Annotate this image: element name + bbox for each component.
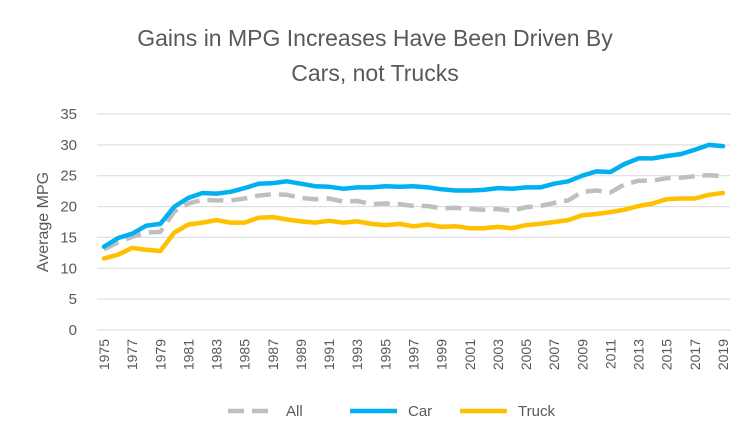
y-tick-label: 15 — [60, 229, 77, 246]
y-tick-label: 25 — [60, 168, 77, 185]
x-tick-label: 1989 — [293, 339, 309, 370]
x-tick-label: 1987 — [265, 339, 281, 370]
y-axis-tick-labels: 0 5 10 15 20 25 30 35 — [60, 106, 77, 339]
x-tick-label: 2015 — [659, 339, 675, 370]
y-axis-label: Average MPG — [35, 172, 52, 272]
x-tick-label: 1983 — [209, 339, 225, 370]
y-tick-label: 20 — [60, 199, 77, 216]
chart-title-line-2: Cars, not Trucks — [291, 60, 458, 86]
x-tick-label: 2019 — [715, 339, 731, 370]
x-tick-label: 2001 — [462, 339, 478, 370]
x-tick-label: 1977 — [124, 339, 140, 370]
legend-label-car: Car — [408, 403, 432, 420]
x-tick-label: 1985 — [237, 339, 253, 370]
x-tick-label: 1993 — [349, 339, 365, 370]
x-tick-label: 1995 — [377, 339, 393, 370]
legend: All Car Truck — [228, 403, 555, 420]
legend-label-all: All — [286, 403, 303, 420]
x-tick-label: 2011 — [602, 339, 618, 369]
y-tick-label: 5 — [69, 291, 77, 308]
x-tick-label: 2003 — [490, 339, 506, 370]
x-tick-label: 2009 — [574, 339, 590, 370]
series-line-truck — [101, 190, 726, 261]
y-tick-label: 30 — [60, 137, 77, 154]
x-tick-label: 1997 — [406, 339, 422, 370]
x-axis-tick-labels: 1975 1977 1979 1981 1983 1985 1987 1989 1991 1993… — [96, 339, 731, 370]
series-lines — [101, 142, 726, 261]
y-tick-label: 35 — [60, 106, 77, 123]
y-tick-label: 10 — [60, 260, 77, 277]
x-tick-label: 2007 — [546, 339, 562, 370]
series-line-car — [101, 142, 726, 249]
x-tick-label: 2013 — [631, 339, 647, 370]
legend-label-truck: Truck — [518, 403, 555, 420]
x-tick-label: 2017 — [687, 339, 703, 370]
chart-title: Gains in MPG Increases Have Been Driven … — [137, 25, 613, 86]
x-tick-label: 2005 — [518, 339, 534, 370]
x-tick-label: 1979 — [152, 339, 168, 370]
chart-title-line-1: Gains in MPG Increases Have Been Driven … — [137, 25, 613, 51]
x-tick-label: 1999 — [434, 339, 450, 370]
x-tick-label: 1975 — [96, 339, 112, 370]
x-tick-label: 1991 — [321, 339, 337, 370]
series-line-all — [103, 172, 724, 252]
x-tick-label: 1981 — [180, 339, 196, 370]
y-tick-label: 0 — [69, 322, 77, 339]
